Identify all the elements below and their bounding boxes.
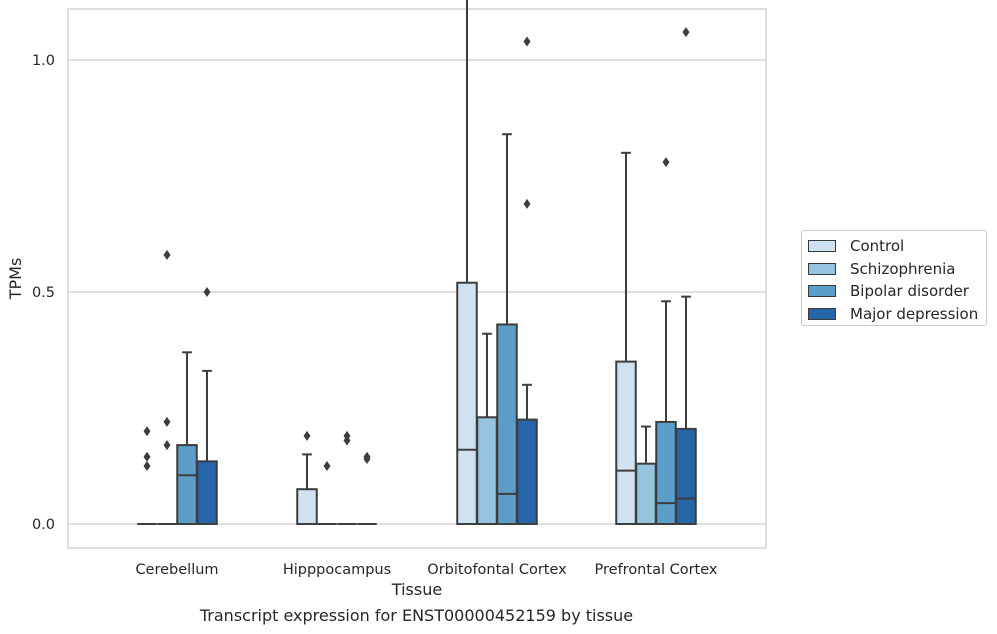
- iqr-box: [296, 488, 318, 526]
- x-tick-label: Hipppocampus: [283, 562, 391, 578]
- box-control: [137, 426, 157, 525]
- iqr-box: [675, 427, 697, 526]
- box-control: [296, 430, 318, 526]
- y-tick-labels: 0.00.51.01.52.0: [32, 53, 55, 533]
- x-tick-label: Prefrontal Cortex: [595, 562, 718, 578]
- box-schizophrenia: [635, 425, 657, 525]
- outlier-point: [143, 451, 151, 462]
- iqr-box: [476, 416, 498, 525]
- box-major-depression: [357, 451, 377, 525]
- chart-caption: Transcript expression for ENST0000045215…: [199, 606, 634, 625]
- iqr-box: [615, 360, 637, 525]
- outlier-point: [303, 430, 311, 441]
- outlier-point: [163, 249, 171, 260]
- box-control: [456, 0, 478, 525]
- box-schizophrenia: [317, 461, 337, 525]
- plot-frame: [67, 8, 767, 549]
- legend-label: Bipolar disorder: [850, 282, 969, 301]
- legend-swatch: [808, 262, 836, 275]
- legend-swatch: [808, 240, 836, 253]
- x-tick-label: Orbitofontal Cortex: [427, 562, 567, 578]
- iqr-box: [196, 460, 218, 525]
- box-bipolar-disorder: [176, 351, 198, 525]
- legend-swatch: [808, 307, 836, 320]
- y-tick-label: 0.0: [32, 517, 55, 533]
- box-bipolar-disorder: [496, 133, 518, 526]
- iqr-box: [635, 462, 657, 525]
- iqr-box: [456, 281, 478, 525]
- y-tick-label: 0.5: [32, 285, 55, 301]
- legend-swatch: [808, 285, 836, 298]
- box-bipolar-disorder: [337, 430, 357, 525]
- outlier-point: [662, 157, 670, 168]
- box-marks: [137, 0, 697, 526]
- legend-item: Schizophrenia: [808, 258, 986, 281]
- y-axis-label: TPMs: [6, 258, 25, 301]
- outlier-point: [203, 287, 211, 297]
- outlier-point: [682, 27, 690, 38]
- box-schizophrenia: [157, 249, 177, 525]
- legend-item: Bipolar disorder: [808, 280, 986, 303]
- legend-label: Schizophrenia: [850, 259, 956, 278]
- box-bipolar-disorder: [655, 157, 677, 526]
- iqr-box: [176, 444, 198, 525]
- y-tick-label: 1.0: [32, 53, 55, 69]
- iqr-box: [655, 420, 677, 526]
- box-major-depression: [516, 36, 538, 526]
- outlier-point: [323, 461, 331, 471]
- outlier-point: [363, 454, 371, 465]
- outlier-point: [143, 461, 151, 471]
- box-control: [615, 151, 637, 525]
- outlier-point: [143, 426, 151, 437]
- outlier-point: [343, 435, 351, 446]
- x-tick-labels: Cerebellum Hipppocampus Orbitofontal Corte…: [135, 562, 717, 578]
- legend-label: Control: [850, 237, 905, 256]
- box-schizophrenia: [476, 332, 498, 525]
- legend-item: Control: [808, 235, 986, 258]
- x-tick-label: Cerebellum: [135, 562, 218, 578]
- box-major-depression: [196, 287, 218, 525]
- legend-label: Major depression: [850, 304, 979, 323]
- box-major-depression: [675, 27, 697, 526]
- outlier-point: [163, 440, 171, 451]
- legend-item: Major depression: [808, 303, 986, 326]
- outlier-point: [523, 198, 531, 209]
- legend: Control Schizophrenia Bipolar disorder Majo…: [801, 230, 987, 326]
- iqr-box: [516, 418, 538, 526]
- x-axis-label: Tissue: [391, 580, 442, 599]
- outlier-point: [163, 416, 171, 427]
- outlier-point: [523, 36, 531, 47]
